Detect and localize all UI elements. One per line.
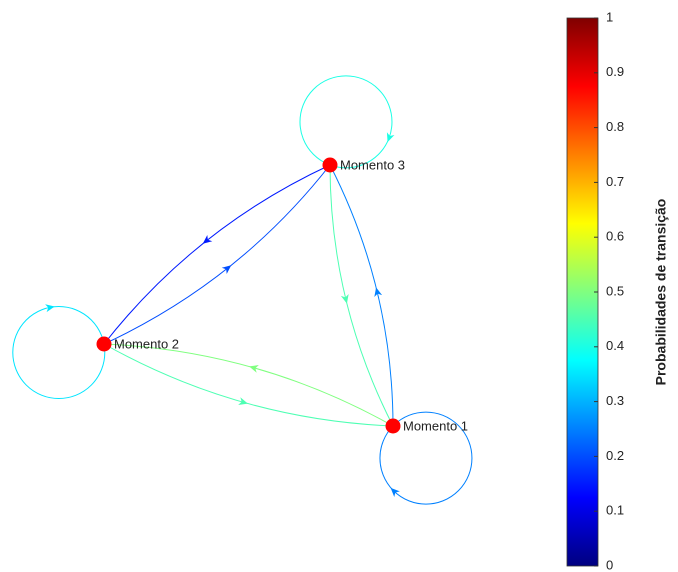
edge-arrow [202,235,213,244]
edge-arrow [238,397,248,405]
edge-arrow [221,265,232,274]
node [96,336,112,352]
edge [103,164,331,345]
edge-arrow [374,287,383,298]
node [322,157,338,173]
colorbar [566,17,599,567]
self-loop [379,411,473,505]
colorbar-tick-label: 0.5 [606,283,624,298]
colorbar-tick-label: 0.3 [606,393,624,408]
edge [103,164,331,345]
edge-arrow [390,487,400,498]
colorbar-tick-label: 0.2 [606,448,624,463]
colorbar-tick-label: 0.1 [606,503,624,518]
edge-arrow [340,293,349,304]
node-label: Momento 1 [403,418,468,433]
colorbar-label: Probabilidades de transição [653,199,669,386]
edge [103,343,394,427]
node [385,418,401,434]
colorbar-tick-label: 0.4 [606,338,624,353]
edge-arrow [249,365,259,373]
node-label: Momento 2 [114,336,179,351]
node-label: Momento 3 [340,157,405,172]
self-loop [299,75,393,169]
colorbar-tick-label: 0.8 [606,119,624,134]
colorbar-tick-label: 0.9 [606,64,624,79]
self-loop [12,306,106,400]
edge-arrow [45,304,55,313]
edge [329,164,394,427]
edge-arrow [386,132,395,143]
edge [329,164,394,427]
colorbar-tick-label: 0.7 [606,174,624,189]
colorbar-tick-label: 0.6 [606,229,624,244]
edge [103,343,394,427]
colorbar-tick-label: 0 [606,557,613,572]
colorbar-tick-label: 1 [606,9,613,24]
